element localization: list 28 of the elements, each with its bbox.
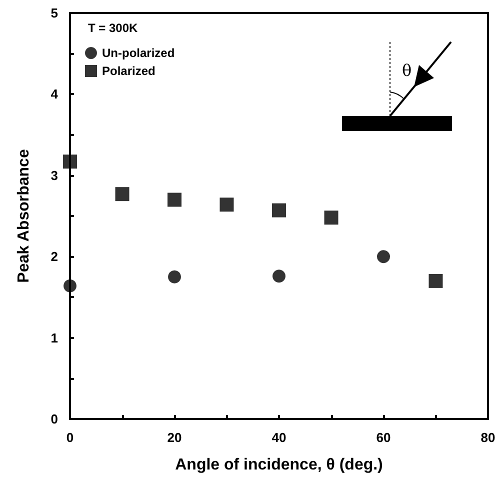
y-tick-label: 4: [50, 86, 59, 102]
y-tick-label: 0: [50, 412, 58, 426]
point: [272, 270, 286, 283]
legend-title: T = 300K: [88, 21, 138, 35]
point: [377, 250, 390, 264]
point: [64, 279, 76, 292]
y-tick-label: 1: [50, 330, 58, 346]
y-axis-title: Peak Absorbance: [16, 149, 32, 283]
x-tick-label: 60: [376, 430, 391, 445]
point: [168, 192, 182, 207]
point: [272, 203, 286, 218]
point: [220, 198, 234, 212]
x-tick-label: 20: [167, 430, 182, 445]
point: [168, 270, 181, 284]
point: [428, 274, 443, 288]
x-axis-title: Angle of incidence, θ (deg.): [175, 456, 383, 474]
point: [115, 187, 130, 202]
point: [63, 154, 77, 169]
y-tick-label: 5: [50, 6, 58, 20]
y-tick-label: 2: [50, 249, 58, 264]
x-tick-label: 0: [66, 430, 74, 445]
point: [324, 210, 338, 225]
y-tick-label: 3: [50, 168, 58, 183]
x-tick-label: 80: [480, 430, 496, 445]
x-tick-label: 40: [272, 430, 286, 445]
legend-label: Un-polarized: [102, 46, 175, 60]
legend-label: Polarized: [102, 64, 156, 78]
annotation: θ: [402, 61, 412, 80]
